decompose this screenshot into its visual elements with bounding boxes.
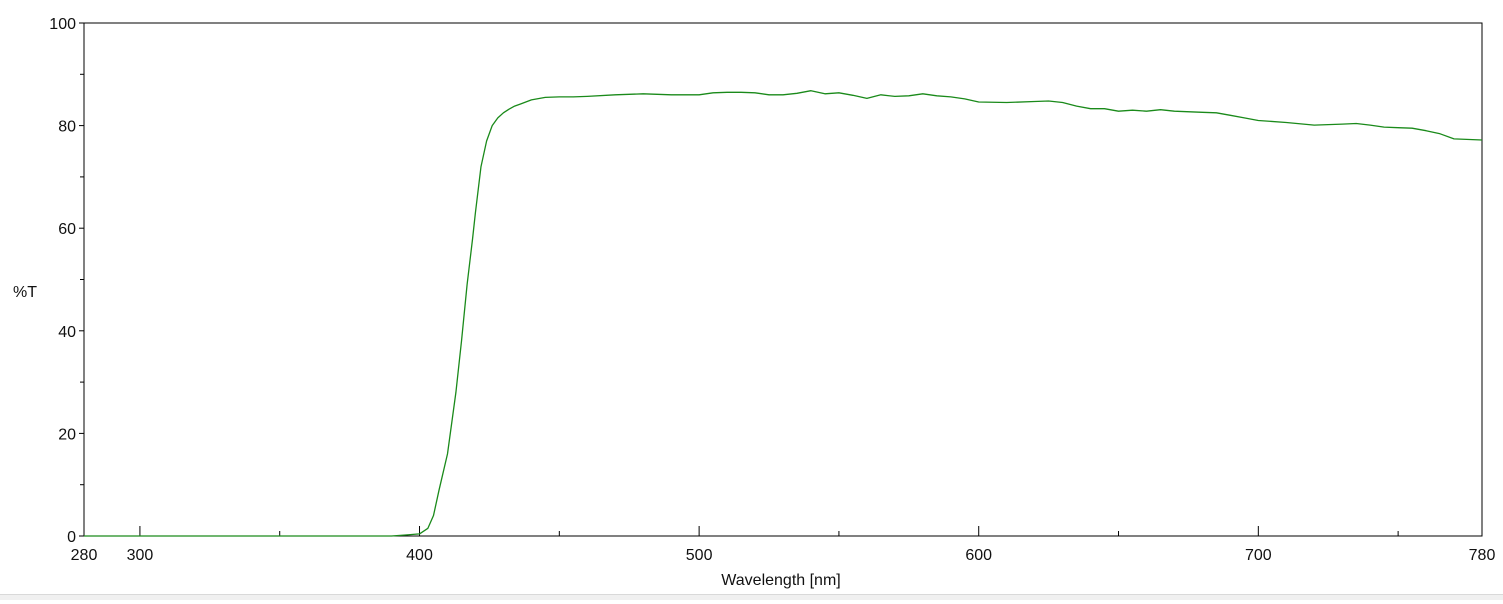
series-layer xyxy=(84,90,1483,537)
x-axis-title: Wavelength [nm] xyxy=(721,572,840,589)
x-tick-label: 600 xyxy=(965,547,992,564)
y-tick-label: 0 xyxy=(67,529,76,546)
x-tick-label: 700 xyxy=(1245,547,1272,564)
x-tick-label: 400 xyxy=(406,547,433,564)
x-tick-label: 500 xyxy=(686,547,713,564)
y-tick-label: 20 xyxy=(58,426,76,443)
y-tick-label: 40 xyxy=(58,324,76,341)
y-axis-title: %T xyxy=(13,284,37,301)
transmission-series-line xyxy=(84,90,1483,537)
axes-layer xyxy=(79,22,1483,537)
window-bottom-strip xyxy=(0,594,1503,600)
labels-layer: Wavelength [nm] %T 0 20 40 60 80 100 280 300 400… xyxy=(13,16,1495,589)
x-tick-label: 300 xyxy=(127,547,154,564)
x-tick-label: 780 xyxy=(1469,547,1496,564)
y-tick-label: 100 xyxy=(49,16,76,33)
y-tick-label: 60 xyxy=(58,221,76,238)
x-tick-label: 280 xyxy=(71,547,98,564)
y-tick-label: 80 xyxy=(58,119,76,136)
plot-frame xyxy=(83,22,1483,537)
